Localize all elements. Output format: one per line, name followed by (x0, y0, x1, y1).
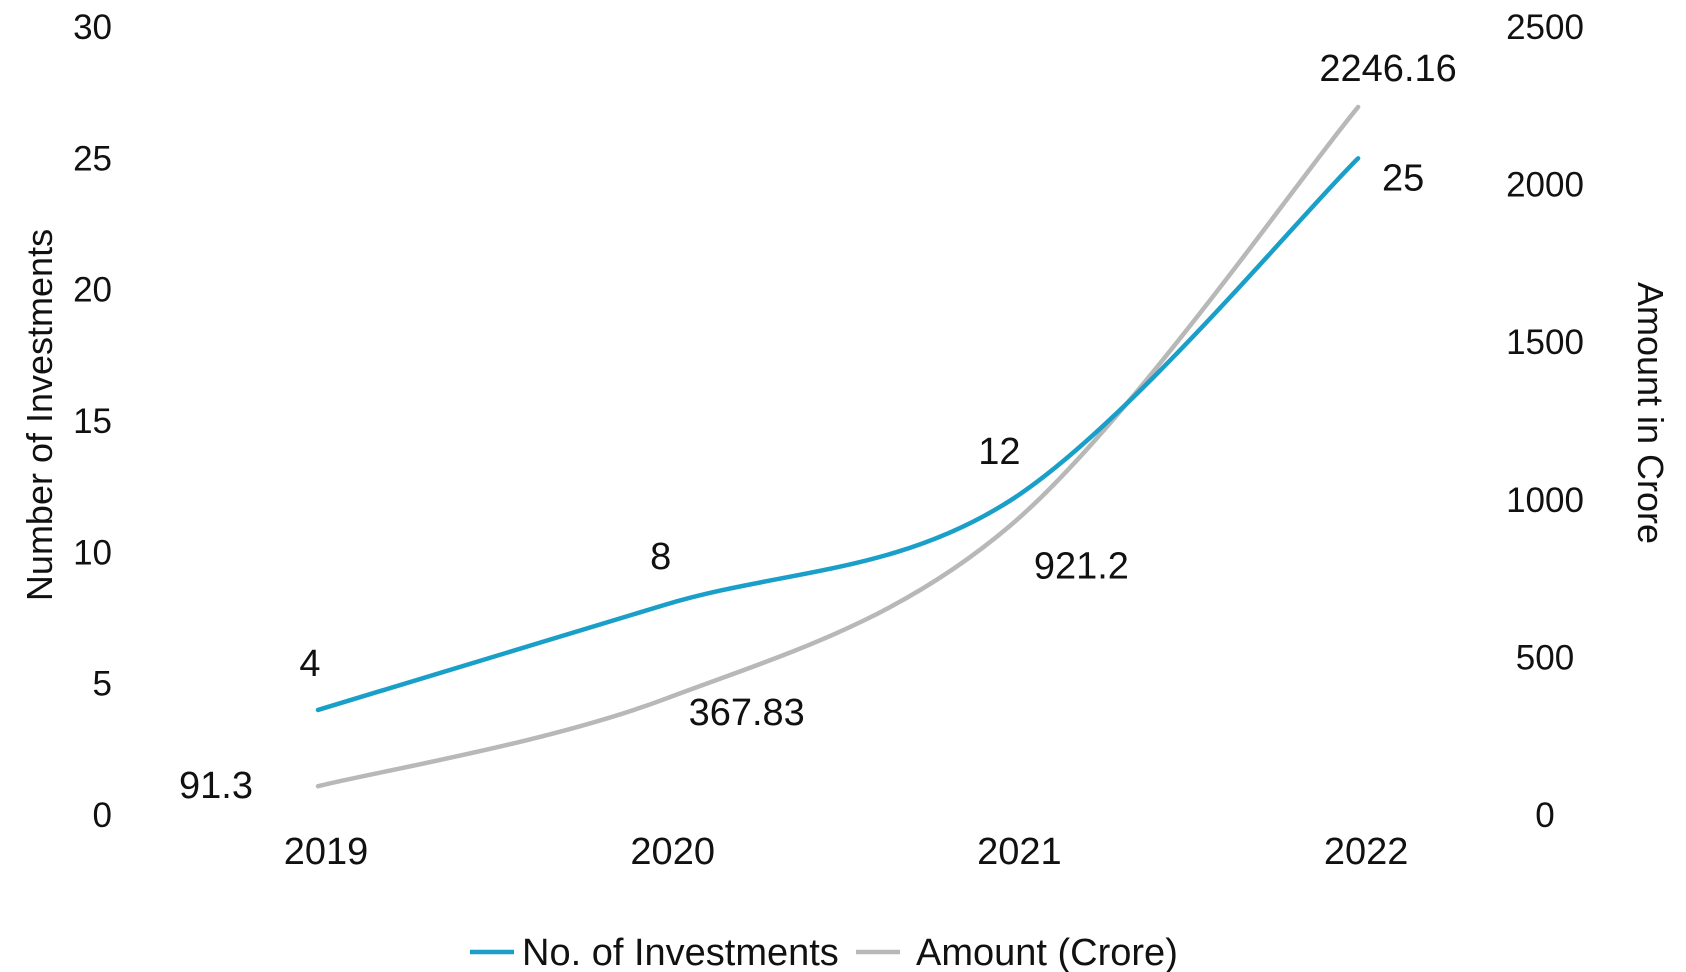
right-y-tick-label: 1000 (1506, 481, 1584, 520)
right-y-tick-label: 2000 (1506, 166, 1584, 205)
amount-data-label: 367.83 (689, 692, 805, 734)
right-y-tick-label: 500 (1516, 638, 1574, 677)
left-y-tick-label: 20 (73, 271, 112, 310)
investments-data-label: 25 (1382, 157, 1424, 199)
right-y-axis-title: Amount in Crore (1630, 282, 1671, 544)
left-y-tick-label: 30 (73, 8, 112, 47)
right-y-tick-label: 2500 (1506, 8, 1584, 47)
left-y-tick-label: 25 (73, 139, 112, 178)
right-y-axis-ticks: 0 500 1000 1500 2000 2500 (1506, 8, 1584, 835)
left-y-tick-label: 5 (93, 665, 112, 704)
legend-amount-label: Amount (Crore) (916, 932, 1178, 972)
amount-data-label: 921.2 (1034, 546, 1129, 588)
investments-data-label: 12 (978, 431, 1020, 473)
x-tick-label: 2020 (630, 831, 715, 873)
x-tick-label: 2021 (977, 831, 1062, 873)
series-lines (315, 104, 1361, 789)
right-y-tick-label: 0 (1535, 796, 1554, 835)
investments-line (315, 156, 1361, 713)
data-labels: 4 8 12 25 91.3 367.83 921.2 2246.16 (179, 48, 1457, 807)
left-y-axis-ticks: 0 5 10 15 20 25 30 (73, 8, 112, 835)
amount-data-label: 2246.16 (1319, 48, 1456, 90)
right-y-tick-label: 1500 (1506, 323, 1584, 362)
legend: No. of Investments Amount (Crore) (470, 932, 1178, 972)
x-tick-label: 2019 (284, 831, 369, 873)
amount-data-label: 91.3 (179, 765, 253, 807)
x-axis-ticks: 2019 2020 2021 2022 (284, 831, 1409, 873)
left-y-tick-label: 10 (73, 533, 112, 572)
x-tick-label: 2022 (1324, 831, 1409, 873)
amount-line (315, 104, 1361, 789)
investments-data-label: 4 (299, 643, 320, 685)
left-y-axis-title: Number of Investments (19, 229, 60, 601)
legend-investments-label: No. of Investments (522, 932, 839, 972)
left-y-tick-label: 15 (73, 402, 112, 441)
investments-data-label: 8 (650, 536, 671, 578)
left-y-tick-label: 0 (93, 796, 112, 835)
